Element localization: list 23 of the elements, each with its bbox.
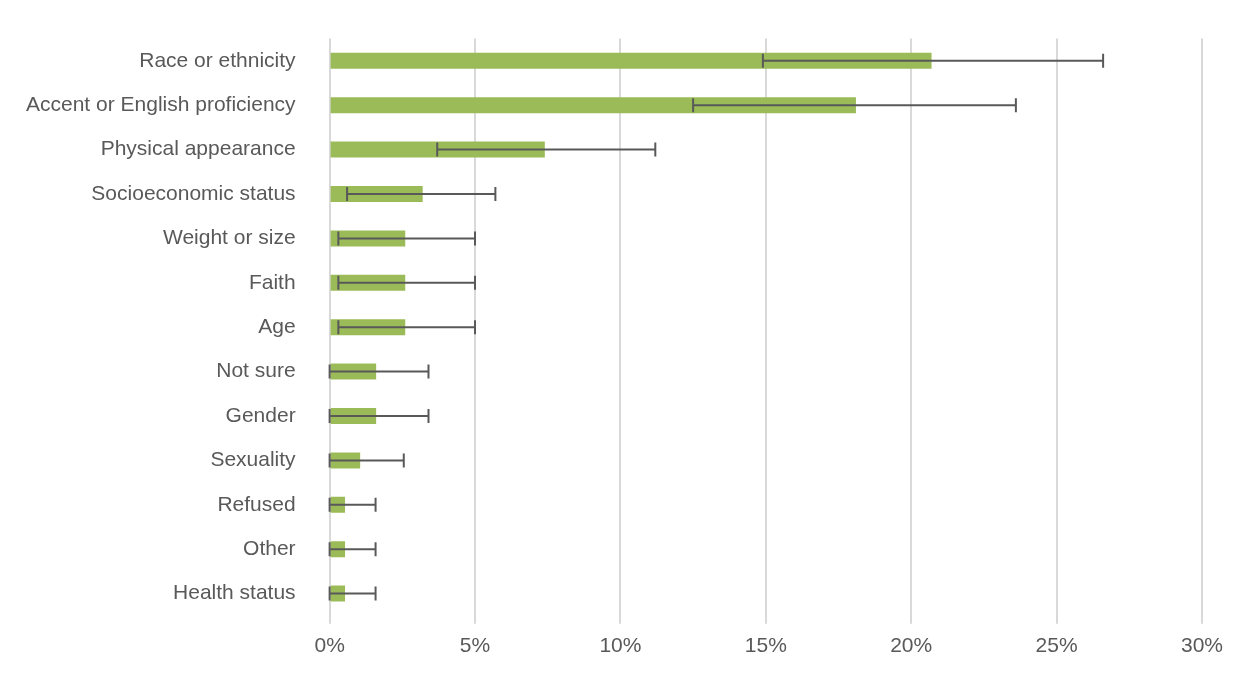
y-tick-label: Health status <box>173 580 296 604</box>
x-tick-label: 15% <box>744 633 787 657</box>
y-tick-label: Accent or English proficiency <box>25 92 297 115</box>
x-tick-label: 25% <box>1035 633 1078 657</box>
x-tick-label: 0% <box>314 633 345 657</box>
y-tick-label: Refused <box>217 491 296 515</box>
y-tick-label: Faith <box>248 269 296 293</box>
y-tick-label: Gender <box>225 402 296 426</box>
y-tick-label: Other <box>243 536 296 559</box>
y-tick-label: Not sure <box>216 358 296 382</box>
x-tick-label: 30% <box>1180 633 1223 657</box>
x-tick-label: 20% <box>890 633 933 657</box>
y-tick-label: Socioeconomic status <box>91 180 296 204</box>
y-tick-label: Age <box>258 314 296 337</box>
y-tick-label: Physical appearance <box>100 136 296 160</box>
y-tick-label: Race or ethnicity <box>139 47 297 71</box>
x-tick-label: 10% <box>599 633 642 657</box>
bar <box>330 52 932 69</box>
bar <box>330 97 856 114</box>
x-tick-label: 5% <box>459 633 491 657</box>
bar <box>330 141 545 158</box>
y-tick-label: Weight or size <box>162 225 296 249</box>
y-tick-label: Sexuality <box>210 447 297 471</box>
